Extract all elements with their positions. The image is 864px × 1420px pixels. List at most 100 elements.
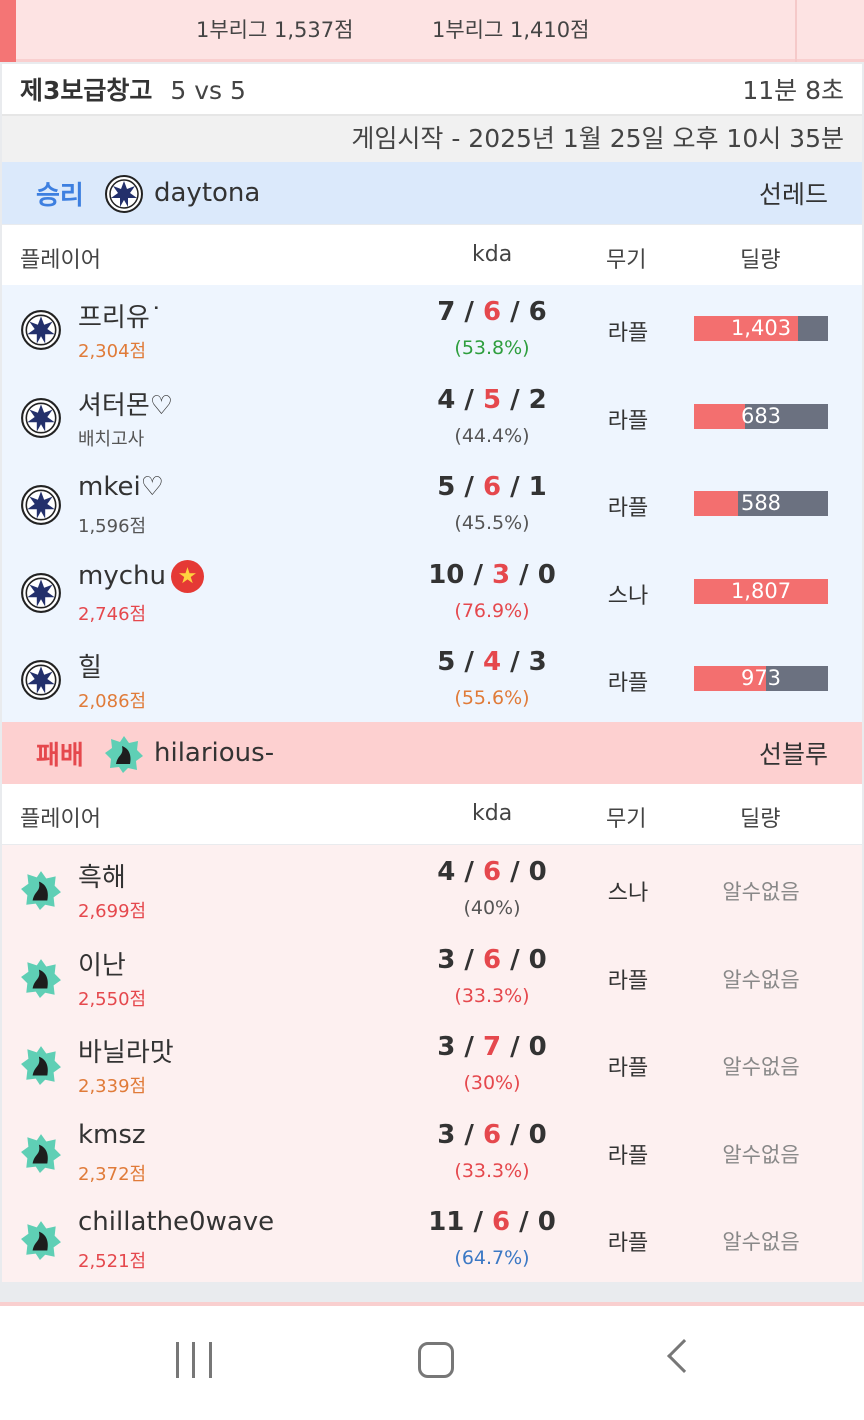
loser-player-list: 흑해 2,699점 4 / 6 / 0 (40%) 스나 알수없음 이난 2,550점 3 / … bbox=[2, 845, 862, 1282]
player-name[interactable]: 바닐라맛 bbox=[78, 1038, 174, 1068]
player-row[interactable]: 힐 2,086점 5 / 4 / 3 (55.6%) 라플 973 bbox=[2, 635, 862, 723]
damage-value: 683 bbox=[740, 403, 782, 428]
team-side: 선블루 bbox=[758, 740, 828, 769]
kda-value: 4 / 5 / 2 bbox=[437, 384, 547, 415]
player-name[interactable]: 힐 bbox=[78, 653, 102, 683]
page-bottom bbox=[0, 1282, 864, 1306]
weapon: 라플 bbox=[607, 671, 649, 696]
clan-name[interactable]: daytona bbox=[154, 178, 261, 208]
col-kda: kda bbox=[472, 242, 513, 267]
player-row[interactable]: kmsz 2,372점 3 / 6 / 0 (33.3%) 라플 알수없음 bbox=[2, 1108, 862, 1196]
weapon: 스나 bbox=[607, 583, 649, 609]
assists: 0 bbox=[528, 857, 547, 887]
player-row[interactable]: 이난 2,550점 3 / 6 / 0 (33.3%) 라플 알수없음 bbox=[2, 933, 862, 1021]
kills: 7 bbox=[437, 297, 456, 327]
player-name[interactable]: 셔터몬♡ bbox=[78, 390, 174, 421]
hilarious-emblem-icon bbox=[21, 871, 61, 910]
daytona-emblem-icon bbox=[21, 660, 61, 700]
kill-percent: (44.4%) bbox=[454, 424, 530, 447]
previous-match-summary[interactable]: 1부리그 1,537점 1부리그 1,410점 bbox=[0, 0, 864, 62]
star-badge-icon: ★ bbox=[170, 559, 204, 593]
player-points: 2,372점 bbox=[78, 1163, 147, 1185]
player-name[interactable]: 흑해 bbox=[78, 863, 126, 893]
kda-value: 3 / 6 / 0 bbox=[437, 944, 547, 975]
player-row[interactable]: 흑해 2,699점 4 / 6 / 0 (40%) 스나 알수없음 bbox=[2, 845, 862, 933]
damage-bar: 973 bbox=[694, 666, 828, 691]
weapon: 라플 bbox=[607, 496, 649, 521]
game-duration: 11분 8초 bbox=[742, 76, 844, 105]
kda-value: 3 / 7 / 0 bbox=[437, 1032, 547, 1062]
damage-unknown: 알수없음 bbox=[722, 1142, 800, 1167]
kill-percent: (76.9%) bbox=[454, 599, 530, 622]
hilarious-emblem-icon bbox=[21, 1133, 61, 1173]
back-button[interactable] bbox=[667, 1339, 701, 1373]
weapon: 라플 bbox=[607, 1143, 649, 1169]
deaths: 7 bbox=[482, 1032, 502, 1062]
player-row[interactable]: 셔터몬♡ 배치고사 4 / 5 / 2 (44.4%) 라플 683 bbox=[2, 373, 862, 461]
game-info-header: 제3보급창고 5 vs 5 11분 8초 bbox=[2, 64, 862, 114]
player-name[interactable]: kmsz bbox=[78, 1119, 146, 1150]
col-player: 플레이어 bbox=[20, 248, 101, 273]
player-points: 2,339점 bbox=[78, 1076, 147, 1097]
left-team-league: 1부리그 1,537점 bbox=[196, 18, 354, 42]
deaths: 6 bbox=[482, 297, 502, 327]
player-row[interactable]: mkei♡ 1,596점 5 / 6 / 1 (45.5%) 라플 588 bbox=[2, 460, 862, 548]
daytona-emblem-icon bbox=[105, 175, 143, 213]
hilarious-emblem-icon bbox=[21, 958, 61, 998]
player-points: 2,521점 bbox=[78, 1251, 147, 1272]
deaths: 6 bbox=[482, 857, 502, 887]
kill-percent: (53.8%) bbox=[454, 337, 530, 359]
weapon: 라플 bbox=[607, 1056, 649, 1081]
recent-apps-button[interactable] bbox=[176, 1342, 212, 1378]
deaths: 6 bbox=[482, 472, 502, 502]
kills: 11 bbox=[428, 1207, 465, 1237]
player-name[interactable]: 프리유˙ bbox=[78, 303, 163, 333]
divider bbox=[795, 0, 797, 62]
player-row[interactable]: chillathe0wave 2,521점 11 / 6 / 0 (64.7%) 라플 알… bbox=[2, 1195, 862, 1283]
weapon: 라플 bbox=[607, 408, 649, 434]
player-points: 배치고사 bbox=[78, 428, 145, 450]
kills: 3 bbox=[437, 944, 456, 975]
deaths: 5 bbox=[482, 384, 502, 415]
col-player: 플레이어 bbox=[20, 807, 101, 832]
hilarious-emblem-icon bbox=[21, 1046, 61, 1085]
assists: 6 bbox=[528, 297, 547, 327]
player-points: 2,086점 bbox=[78, 691, 147, 712]
player-row[interactable]: mychu ★ 2,746점 10 / 3 / 0 (76.9%) 스나 1,807 bbox=[2, 548, 862, 636]
kill-percent: (33.3%) bbox=[454, 1159, 530, 1182]
damage-bar-fill bbox=[694, 666, 767, 691]
damage-value: 1,403 bbox=[730, 316, 792, 340]
kda-value: 4 / 6 / 0 bbox=[437, 857, 547, 887]
weapon: 스나 bbox=[607, 881, 649, 906]
damage-unknown: 알수없음 bbox=[722, 880, 800, 904]
result-label: 패배 bbox=[36, 740, 84, 771]
hilarious-emblem-icon bbox=[21, 1221, 61, 1260]
kills: 4 bbox=[437, 857, 456, 887]
player-name[interactable]: chillathe0wave bbox=[78, 1207, 275, 1237]
col-damage: 딜량 bbox=[740, 807, 781, 832]
player-name[interactable]: mkei♡ bbox=[78, 472, 164, 502]
assists: 0 bbox=[528, 1119, 547, 1150]
player-row[interactable]: 바닐라맛 2,339점 3 / 7 / 0 (30%) 라플 알수없음 bbox=[2, 1020, 862, 1108]
player-name[interactable]: 이난 bbox=[78, 950, 126, 981]
daytona-emblem-icon bbox=[21, 485, 61, 525]
player-points: 1,596점 bbox=[78, 516, 147, 537]
game-mode: 5 vs 5 bbox=[170, 76, 246, 105]
player-points: 2,304점 bbox=[78, 341, 147, 362]
daytona-emblem-icon bbox=[21, 572, 61, 613]
home-button[interactable] bbox=[418, 1342, 454, 1378]
player-row[interactable]: 프리유˙ 2,304점 7 / 6 / 6 (53.8%) 라플 1,403 bbox=[2, 285, 862, 373]
winner-team-header: 승리 daytona 선레드 bbox=[2, 162, 862, 224]
kills: 3 bbox=[437, 1119, 456, 1150]
assists: 0 bbox=[537, 559, 556, 590]
game-start-time: 게임시작 - 2025년 1월 25일 오후 10시 35분 bbox=[2, 114, 862, 162]
player-name[interactable]: mychu bbox=[78, 561, 166, 591]
deaths: 3 bbox=[492, 559, 511, 590]
damage-value: 588 bbox=[740, 491, 782, 515]
daytona-emblem-icon bbox=[21, 397, 61, 438]
damage-value: 973 bbox=[740, 666, 782, 690]
kills: 5 bbox=[437, 472, 456, 502]
kda-value: 7 / 6 / 6 bbox=[437, 297, 547, 327]
clan-name[interactable]: hilarious- bbox=[154, 738, 275, 768]
deaths: 4 bbox=[482, 647, 502, 677]
